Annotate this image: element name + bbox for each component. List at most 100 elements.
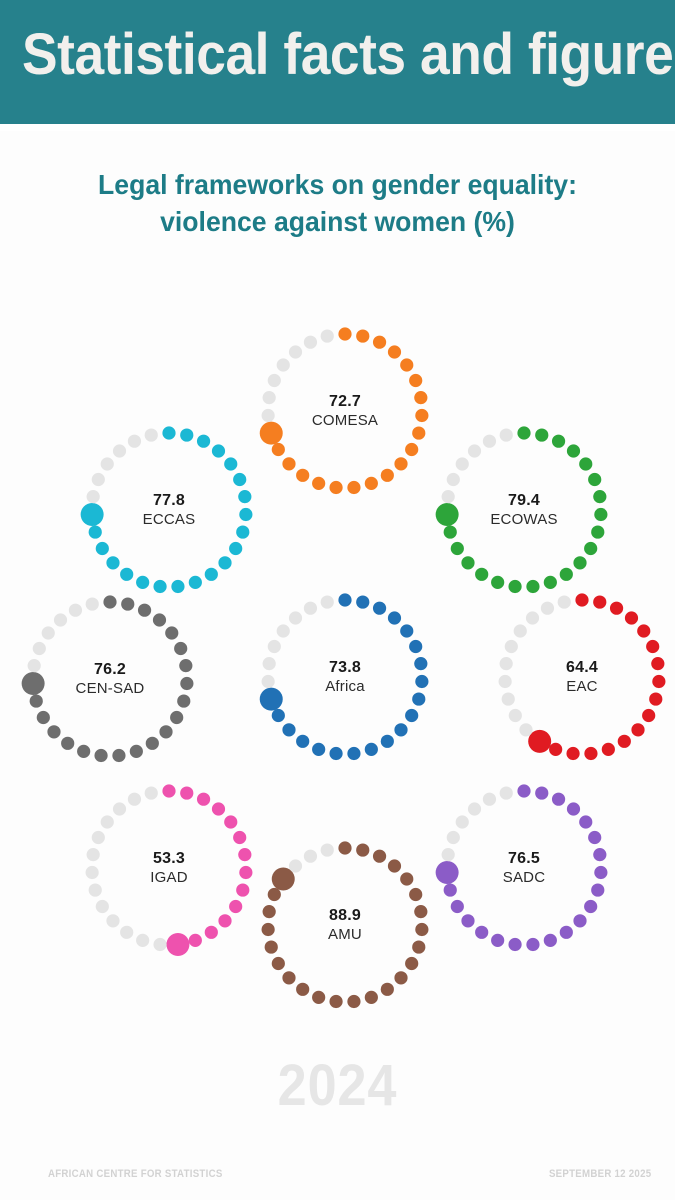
gauge-dot-filled: [29, 694, 43, 708]
gauge-dot-filled: [450, 541, 464, 556]
gauge-dot-filled: [338, 841, 352, 855]
gauge-dot-filled: [121, 597, 135, 611]
gauge-dot-empty: [320, 595, 334, 609]
gauge-dot-filled: [372, 601, 387, 615]
gauge-dot-filled: [380, 734, 394, 748]
gauge-dot-filled: [646, 639, 660, 654]
gauge-end-marker: [435, 502, 459, 526]
gauge-dot-empty: [446, 472, 460, 487]
gauge-dot-filled: [356, 595, 370, 609]
gauge-dot-filled: [573, 914, 587, 928]
gauge-dot-filled: [414, 657, 428, 671]
gauge-ring-ecowas: [435, 426, 608, 594]
gauge-dot-filled: [136, 575, 150, 589]
gauge-dot-filled: [649, 692, 663, 706]
gauge-dot-filled: [47, 725, 61, 739]
gauge-dot-filled: [475, 567, 489, 581]
gauge-dot-filled: [239, 507, 253, 522]
gauge-dot-empty: [112, 444, 127, 458]
gauge-dot-empty: [85, 597, 99, 611]
gauge-dot-filled: [491, 575, 505, 589]
gauge-dot-filled: [543, 933, 557, 947]
gauge-dot-filled: [88, 525, 102, 539]
gauge-dot-filled: [517, 426, 531, 440]
gauge-dot-empty: [513, 624, 527, 638]
gauge-dot-filled: [159, 725, 173, 739]
gauge-dot-filled: [551, 434, 566, 448]
gauge-end-marker: [435, 860, 459, 884]
gauge-dot-empty: [446, 830, 460, 845]
gauge-dot-filled: [387, 859, 402, 873]
gauge-dot-filled: [387, 345, 402, 359]
gauge-dot-filled: [171, 579, 185, 594]
footer: AFRICAN CENTRE FOR STATISTICS SEPTEMBER …: [0, 1162, 675, 1196]
gauge-dot-filled: [394, 457, 408, 471]
gauge-dot-filled: [508, 937, 522, 952]
gauge-dot-filled: [566, 746, 580, 761]
gauge-dot-filled: [356, 843, 370, 857]
gauge-end-marker: [80, 502, 104, 526]
gauge-dot-empty: [467, 802, 482, 816]
gauge-dot-filled: [296, 982, 310, 996]
gauge-dot-filled: [129, 744, 143, 758]
gauge-dot-filled: [282, 457, 296, 471]
chart-subtitle-line1: Legal frameworks on gender equality:: [98, 169, 577, 200]
gauge-dot-empty: [303, 849, 318, 863]
gauge-dot-empty: [136, 933, 150, 947]
gauge-dot-filled: [526, 579, 540, 594]
gauge-dot-filled: [364, 990, 378, 1004]
gauge-dot-filled: [387, 611, 402, 625]
gauge-dot-filled: [461, 914, 475, 928]
gauge-ring-eac: [498, 593, 666, 761]
gauge-dot-empty: [498, 674, 512, 689]
gauge-dot-filled: [637, 624, 651, 638]
gauge-dot-empty: [127, 792, 142, 806]
gauge-dot-filled: [196, 792, 211, 806]
gauge-end-marker: [21, 671, 45, 695]
gauge-dot-filled: [409, 887, 423, 902]
year-watermark: 2024: [277, 1053, 398, 1118]
gauge-end-marker: [259, 687, 283, 711]
gauge-dot-empty: [455, 815, 469, 829]
chart-subtitle: Legal frameworks on gender equality: vio…: [17, 166, 658, 240]
gauge-dot-filled: [443, 525, 457, 539]
gauge-dot-empty: [95, 899, 109, 914]
gauge-dot-filled: [372, 849, 387, 863]
gauge-dot-filled: [271, 956, 285, 971]
gauge-dot-filled: [415, 408, 429, 423]
gauge-dot-filled: [624, 611, 639, 625]
gauge-dot-filled: [312, 742, 326, 756]
gauge-dot-empty: [525, 611, 540, 625]
gauge-dot-filled: [584, 899, 598, 914]
gauge-dot-filled: [261, 922, 275, 937]
gauge-dot-filled: [211, 444, 226, 458]
gauge-dot-filled: [461, 556, 475, 570]
gauge-dot-empty: [41, 626, 55, 640]
gauge-dot-filled: [162, 784, 176, 798]
gauge-dot-filled: [61, 736, 75, 750]
gauge-dot-empty: [27, 659, 41, 673]
gauge-dot-empty: [144, 786, 158, 800]
gauge-dot-filled: [593, 595, 607, 609]
gauge-dot-empty: [91, 472, 105, 487]
gauge-dot-filled: [312, 990, 326, 1004]
header-divider: [0, 124, 675, 131]
gauge-ecowas: 79.4 ECOWAS: [431, 417, 617, 603]
gauge-dot-empty: [91, 830, 105, 845]
gauge-dot-empty: [499, 786, 513, 800]
gauge-dot-filled: [347, 480, 361, 495]
header-banner: Statistical facts and figures: [0, 0, 675, 124]
gauge-dot-empty: [482, 434, 497, 448]
gauge-dot-empty: [288, 611, 303, 625]
gauge-dot-filled: [593, 490, 607, 504]
gauge-dot-empty: [86, 848, 100, 862]
gauge-dot-filled: [271, 442, 285, 457]
gauge-dot-filled: [224, 457, 238, 471]
gauge-dot-empty: [86, 490, 100, 504]
gauge-igad: 53.3 IGAD: [76, 775, 262, 961]
gauge-dot-filled: [145, 736, 159, 750]
gauge-dot-filled: [364, 742, 378, 756]
gauge-dot-filled: [271, 708, 285, 723]
gauge-dot-filled: [312, 476, 326, 490]
